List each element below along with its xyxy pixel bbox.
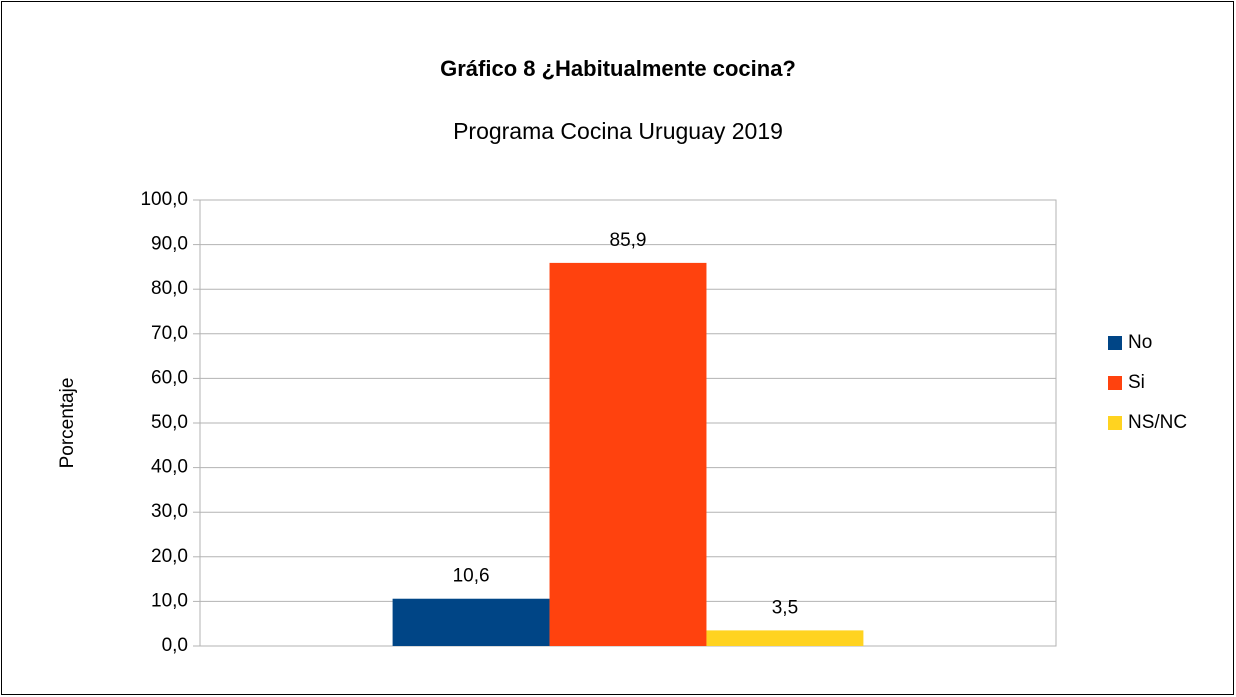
y-tick-label: 90,0 (151, 234, 188, 255)
y-tick-label: 10,0 (151, 590, 188, 611)
y-tick-label: 50,0 (151, 412, 188, 433)
legend-swatch (1108, 336, 1122, 350)
bar (549, 262, 707, 646)
y-tick-label: 40,0 (151, 457, 188, 478)
y-tick-label: 60,0 (151, 367, 188, 388)
bar (392, 598, 550, 646)
value-label: 10,6 (453, 566, 490, 587)
legend-label: No (1128, 332, 1152, 353)
chart-subtitle: Programa Cocina Uruguay 2019 (453, 118, 783, 144)
legend-label: Si (1128, 372, 1145, 393)
value-label: 3,5 (772, 597, 798, 618)
y-tick-label: 20,0 (151, 546, 188, 567)
y-tick-label: 70,0 (151, 323, 188, 344)
legend-swatch (1108, 416, 1122, 430)
y-axis-label: Porcentaje (57, 378, 78, 469)
chart-title: Gráfico 8 ¿Habitualmente cocina? (440, 56, 796, 81)
legend-swatch (1108, 376, 1122, 390)
y-tick-label: 30,0 (151, 501, 188, 522)
y-tick-label: 0,0 (162, 635, 188, 656)
y-tick-label: 100,0 (140, 189, 188, 210)
legend-label: NS/NC (1128, 412, 1187, 433)
bar (706, 630, 864, 646)
value-label: 85,9 (610, 230, 647, 251)
y-tick-label: 80,0 (151, 278, 188, 299)
